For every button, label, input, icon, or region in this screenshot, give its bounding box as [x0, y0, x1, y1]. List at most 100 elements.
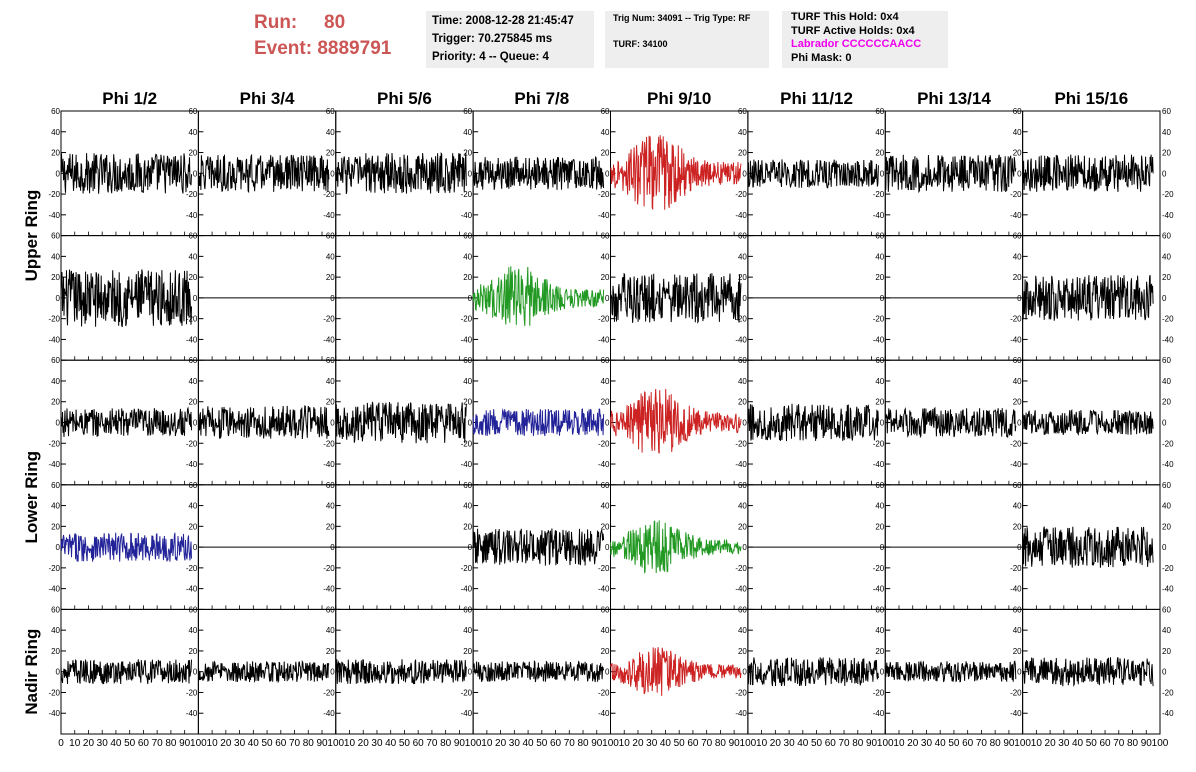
- y-tick-label-right: -40: [1162, 460, 1174, 469]
- x-tick-label: 50: [1086, 738, 1098, 749]
- y-tick-label: -40: [323, 585, 335, 594]
- y-tick-label: -20: [1010, 688, 1022, 697]
- x-tick-label: 20: [220, 738, 232, 749]
- x-tick-label: 60: [275, 738, 287, 749]
- y-tick-label: 20: [463, 149, 472, 158]
- y-tick-label: -20: [461, 315, 473, 324]
- y-tick-label: -20: [48, 315, 60, 324]
- waveform-trace: [610, 135, 742, 210]
- y-tick-label: 60: [326, 107, 335, 116]
- x-tick-label: 80: [440, 738, 452, 749]
- y-tick-label: 60: [51, 232, 60, 241]
- y-tick-label: 20: [326, 522, 335, 531]
- x-tick-label: 100: [1152, 738, 1169, 749]
- y-tick-label: 20: [1013, 273, 1022, 282]
- waveform-trace: [472, 155, 605, 190]
- y-tick-label: -40: [186, 335, 198, 344]
- y-tick-label: -20: [598, 688, 610, 697]
- ring-label-2: Lower Ring: [22, 451, 41, 544]
- turf-id-text: TURF: 34100: [613, 39, 668, 49]
- column-header-6: Phi 11/12: [780, 89, 853, 108]
- y-tick-label-right: 40: [1162, 626, 1171, 635]
- y-tick-label-right: 20: [1162, 398, 1171, 407]
- waveform-trace: [610, 272, 742, 324]
- column-header-2: Phi 3/4: [240, 89, 295, 108]
- x-tick-label: 80: [715, 738, 727, 749]
- y-tick-label: 40: [188, 128, 197, 137]
- y-tick-label: -20: [873, 564, 885, 573]
- y-tick-label: -40: [186, 211, 198, 220]
- y-tick-label: 60: [51, 605, 60, 614]
- x-tick-label: 30: [509, 738, 521, 749]
- y-tick-label: 20: [875, 273, 884, 282]
- y-tick-label: -40: [735, 585, 747, 594]
- y-tick-label: 20: [1013, 647, 1022, 656]
- y-tick-label-right: 60: [1162, 605, 1171, 614]
- y-tick-label-right: 0: [1162, 543, 1167, 552]
- y-tick-label: 60: [326, 605, 335, 614]
- turf-info-box: TURF This Hold: 0x4 TURF Active Holds: 0…: [782, 11, 948, 68]
- y-tick-label: 60: [738, 232, 747, 241]
- y-tick-label: -40: [873, 335, 885, 344]
- x-tick-label: 50: [399, 738, 411, 749]
- y-tick-label: 60: [188, 232, 197, 241]
- column-header-8: Phi 15/16: [1054, 89, 1128, 108]
- y-tick-label: 40: [51, 377, 60, 386]
- y-tick-label: 40: [188, 252, 197, 261]
- y-tick-label: 20: [326, 647, 335, 656]
- waveform-trace: [60, 532, 192, 562]
- y-tick-label: 0: [330, 668, 335, 677]
- x-tick-label: 60: [962, 738, 974, 749]
- x-tick-label: 30: [921, 738, 933, 749]
- y-tick-label: 20: [51, 647, 60, 656]
- y-tick-label: -20: [461, 190, 473, 199]
- y-tick-label: -20: [598, 315, 610, 324]
- y-tick-label: 40: [326, 128, 335, 137]
- y-tick-label: -20: [735, 688, 747, 697]
- x-tick-label: 20: [770, 738, 782, 749]
- y-tick-label: 40: [875, 252, 884, 261]
- y-tick-label: 0: [193, 543, 198, 552]
- y-tick-label: 40: [738, 626, 747, 635]
- y-tick-label: 60: [463, 605, 472, 614]
- y-tick-label: 40: [188, 502, 197, 511]
- x-tick-label: 70: [701, 738, 713, 749]
- y-tick-label: 0: [742, 169, 747, 178]
- y-tick-label: 40: [51, 252, 60, 261]
- time-text: Time: 2008-12-28 21:45:47: [432, 15, 574, 27]
- x-tick-label: 20: [632, 738, 644, 749]
- y-tick-label: 20: [738, 149, 747, 158]
- y-tick-label: 20: [188, 522, 197, 531]
- x-tick-label: 80: [303, 738, 315, 749]
- y-tick-label: 40: [1013, 626, 1022, 635]
- y-tick-label: 20: [738, 647, 747, 656]
- x-tick-label: 70: [976, 738, 988, 749]
- x-tick-label: 50: [674, 738, 686, 749]
- y-tick-label: -40: [48, 460, 60, 469]
- y-tick-label: 40: [1013, 252, 1022, 261]
- x-tick-label: 90: [591, 738, 603, 749]
- x-tick-label: 80: [1127, 738, 1139, 749]
- y-tick-label: -40: [48, 211, 60, 220]
- x-tick-label: 10: [619, 738, 631, 749]
- y-tick-label: 0: [468, 543, 473, 552]
- y-tick-label-right: 60: [1162, 232, 1171, 241]
- trig-num-type-text: Trig Num: 34091 -- Trig Type: RF: [613, 13, 751, 23]
- y-tick-label-right: 40: [1162, 128, 1171, 137]
- phi-mask-text: Phi Mask: 0: [791, 51, 852, 64]
- y-tick-label: -40: [873, 211, 885, 220]
- x-tick-label: 100: [602, 738, 619, 749]
- x-tick-label: 100: [190, 738, 207, 749]
- y-tick-label: 60: [875, 356, 884, 365]
- trigger-text: Trigger: 70.275845 ms: [432, 33, 553, 45]
- y-tick-label: -20: [186, 190, 198, 199]
- y-tick-label: -20: [461, 688, 473, 697]
- y-tick-label: 40: [1013, 502, 1022, 511]
- y-tick-label: -20: [1010, 315, 1022, 324]
- waveform-trace: [747, 159, 879, 189]
- y-tick-label: 0: [56, 419, 61, 428]
- y-tick-label-right: -20: [1162, 688, 1174, 697]
- y-tick-label: 0: [468, 294, 473, 303]
- y-tick-label: 60: [1013, 232, 1022, 241]
